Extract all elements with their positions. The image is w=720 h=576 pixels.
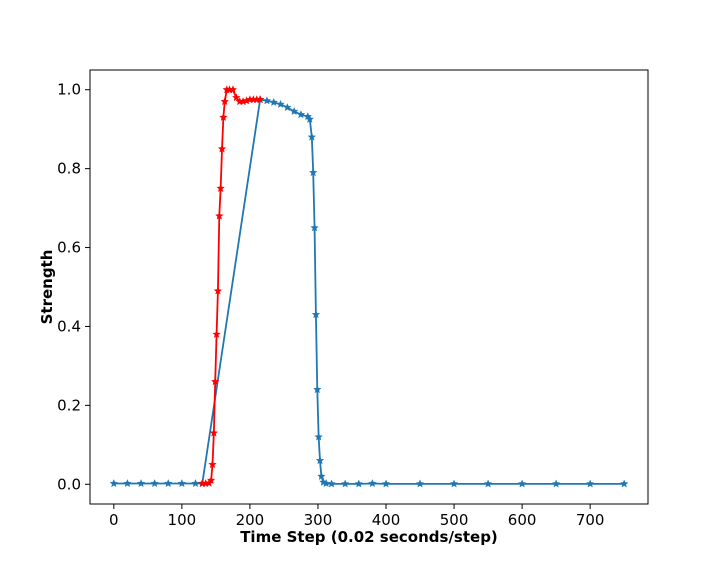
data-point: [219, 112, 228, 121]
series-0: [109, 95, 629, 488]
data-point: [551, 479, 561, 488]
data-point: [354, 479, 363, 488]
x-axis-title: Time Step (0.02 seconds/step): [240, 528, 498, 546]
data-point: [296, 110, 306, 119]
data-point: [317, 471, 326, 480]
y-tick-label: 1.0: [57, 81, 81, 99]
data-point: [150, 479, 159, 488]
data-point: [177, 479, 187, 488]
data-point: [327, 479, 336, 488]
data-point: [289, 107, 299, 115]
data-point: [232, 93, 241, 102]
series-1: [198, 85, 265, 488]
data-point: [283, 103, 292, 112]
y-tick-label: 0.6: [57, 239, 81, 257]
data-point: [314, 432, 323, 441]
y-axis-title: Strength: [38, 250, 56, 325]
data-point: [310, 223, 319, 232]
data-point: [305, 114, 314, 123]
data-point: [220, 97, 229, 106]
data-point: [255, 95, 265, 104]
axis-layer: 0 100 200 300 400 500 600 700 0.0 0.2 0.4 0.6 0.8 1.0: [57, 81, 604, 529]
x-tick-label: 600: [508, 511, 537, 529]
data-point: [449, 479, 459, 488]
data-point: [109, 479, 118, 488]
data-point: [136, 479, 146, 488]
x-tick-label: 100: [168, 511, 197, 529]
data-point: [206, 475, 216, 484]
x-tick-label: 300: [304, 511, 333, 529]
data-point: [415, 479, 425, 488]
data-point: [341, 479, 350, 488]
x-tick-label: 500: [440, 511, 469, 529]
data-point: [262, 96, 272, 105]
data-point: [276, 99, 285, 108]
plot-area: [89, 69, 649, 505]
series-layer: [109, 85, 629, 488]
data-point: [620, 479, 629, 488]
data-point: [228, 85, 238, 94]
data-point: [123, 479, 132, 488]
data-point: [212, 329, 221, 338]
data-point: [517, 479, 527, 488]
data-point: [307, 132, 317, 141]
data-point: [311, 310, 321, 319]
x-tick-label: 700: [576, 511, 605, 529]
data-point: [368, 479, 377, 488]
data-point: [313, 385, 322, 394]
data-point: [585, 479, 595, 488]
data-point: [216, 183, 225, 192]
data-point: [381, 479, 391, 488]
y-tick-label: 0.4: [57, 317, 81, 335]
data-point: [321, 479, 331, 488]
data-point: [315, 456, 325, 465]
y-tick-label: 0.0: [57, 475, 81, 493]
data-point: [209, 428, 219, 437]
x-tick-label: 400: [372, 511, 401, 529]
y-tick-label: 0.8: [57, 160, 81, 178]
y-tick-label: 0.2: [57, 396, 81, 414]
data-point: [269, 97, 278, 106]
data-point: [483, 479, 493, 488]
data-point: [215, 211, 224, 220]
x-tick-label: 0: [109, 511, 119, 529]
x-tick-label: 200: [236, 511, 265, 529]
data-point: [217, 144, 227, 153]
data-point: [309, 168, 318, 177]
data-point: [164, 479, 173, 488]
data-point: [208, 460, 217, 469]
data-point: [213, 286, 223, 295]
data-point: [211, 377, 220, 386]
